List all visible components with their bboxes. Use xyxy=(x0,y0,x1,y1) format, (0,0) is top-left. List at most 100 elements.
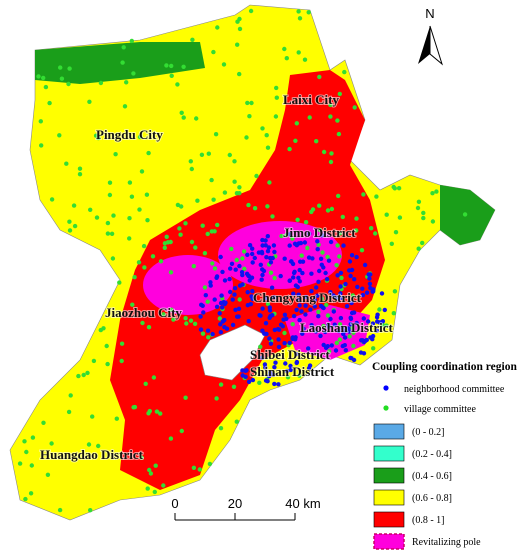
village-point xyxy=(317,203,322,208)
village-point xyxy=(430,219,436,224)
village-point xyxy=(43,84,49,90)
place-label: Shinan District xyxy=(250,364,335,379)
neighborhood-point xyxy=(208,280,213,285)
village-point xyxy=(297,373,302,378)
neighborhood-point xyxy=(263,321,269,326)
neighborhood-point xyxy=(220,319,226,324)
village-point xyxy=(197,467,202,472)
neighborhood-point xyxy=(367,281,373,286)
village-point xyxy=(137,134,143,140)
village-point xyxy=(49,441,54,446)
neighborhood-point xyxy=(282,256,287,261)
neighborhood-point xyxy=(371,289,376,294)
village-point xyxy=(303,220,309,225)
neighborhood-point xyxy=(263,238,268,243)
neighborhood-point xyxy=(247,243,253,248)
neighborhood-point xyxy=(233,307,238,312)
village-point xyxy=(107,180,113,185)
neighborhood-point xyxy=(235,314,240,319)
neighborhood-point xyxy=(250,260,255,265)
neighborhood-point xyxy=(267,305,272,310)
neighborhood-point xyxy=(297,317,302,323)
village-point xyxy=(354,228,359,233)
village-point xyxy=(337,254,342,259)
neighborhood-point xyxy=(320,233,325,238)
neighborhood-point xyxy=(308,307,313,312)
neighborhood-point xyxy=(258,313,263,318)
village-point xyxy=(183,316,188,321)
village-point xyxy=(145,486,150,491)
neighborhood-point xyxy=(214,274,220,279)
neighborhood-point xyxy=(303,303,308,308)
village-point xyxy=(168,239,173,245)
scale-label: 40 km xyxy=(285,496,320,511)
neighborhood-point xyxy=(358,350,364,355)
village-point xyxy=(265,204,270,209)
village-point xyxy=(195,198,200,203)
village-point xyxy=(58,65,63,70)
neighborhood-point xyxy=(276,327,282,332)
neighborhood-point xyxy=(265,234,270,239)
village-point xyxy=(335,243,340,248)
village-point xyxy=(310,207,316,212)
village-point xyxy=(237,71,242,77)
legend-label: (0.6 - 0.8] xyxy=(412,493,452,504)
village-point xyxy=(316,309,321,315)
neighborhood-point xyxy=(210,331,215,337)
village-point xyxy=(113,152,118,157)
neighborhood-point xyxy=(293,283,299,288)
village-point xyxy=(119,358,124,364)
neighborhood-point xyxy=(296,292,301,297)
neighborhood-point xyxy=(250,296,255,302)
village-point xyxy=(339,275,344,281)
neighborhood-point xyxy=(271,243,277,248)
village-point xyxy=(430,191,435,196)
neighborhood-point xyxy=(348,322,353,327)
village-point xyxy=(215,25,220,30)
village-point xyxy=(249,100,254,106)
village-point xyxy=(296,9,301,14)
neighborhood-point xyxy=(220,305,225,310)
village-point xyxy=(354,216,359,221)
village-point xyxy=(222,190,228,195)
neighborhood-point xyxy=(232,292,237,297)
village-point xyxy=(190,37,195,42)
village-point xyxy=(85,370,90,376)
scale-bar: 0 20 40 km xyxy=(171,496,321,521)
village-point xyxy=(272,275,277,281)
village-point xyxy=(105,231,111,236)
village-point xyxy=(132,404,138,410)
village-point xyxy=(392,186,397,191)
neighborhood-point xyxy=(324,277,330,282)
neighborhood-point xyxy=(310,256,315,261)
village-point xyxy=(169,307,174,312)
neighborhood-point xyxy=(360,292,366,298)
village-point xyxy=(77,172,83,177)
village-point xyxy=(210,261,215,266)
village-point xyxy=(342,69,347,75)
neighborhood-point xyxy=(265,249,271,254)
neighborhood-point xyxy=(339,295,344,301)
neighborhood-point xyxy=(315,293,320,298)
village-point xyxy=(217,316,222,321)
legend-label: Revitalizing pole xyxy=(412,537,481,548)
arrow-half xyxy=(418,26,430,64)
neighborhood-point xyxy=(306,366,312,371)
village-point xyxy=(211,197,216,202)
neighborhood-point xyxy=(344,304,350,309)
village-point xyxy=(324,302,329,308)
neighborhood-point xyxy=(349,300,354,306)
neighborhood-point xyxy=(278,322,284,327)
neighborhood-point xyxy=(349,253,355,258)
legend-label: neighborhood committee xyxy=(404,384,505,395)
village-point xyxy=(169,73,174,79)
village-point xyxy=(347,334,352,339)
neighborhood-point xyxy=(348,355,353,361)
neighborhood-point xyxy=(220,269,225,275)
village-point xyxy=(352,105,357,110)
village-point xyxy=(218,382,224,387)
village-point xyxy=(350,293,355,298)
village-point xyxy=(213,132,219,137)
village-point xyxy=(237,16,242,22)
